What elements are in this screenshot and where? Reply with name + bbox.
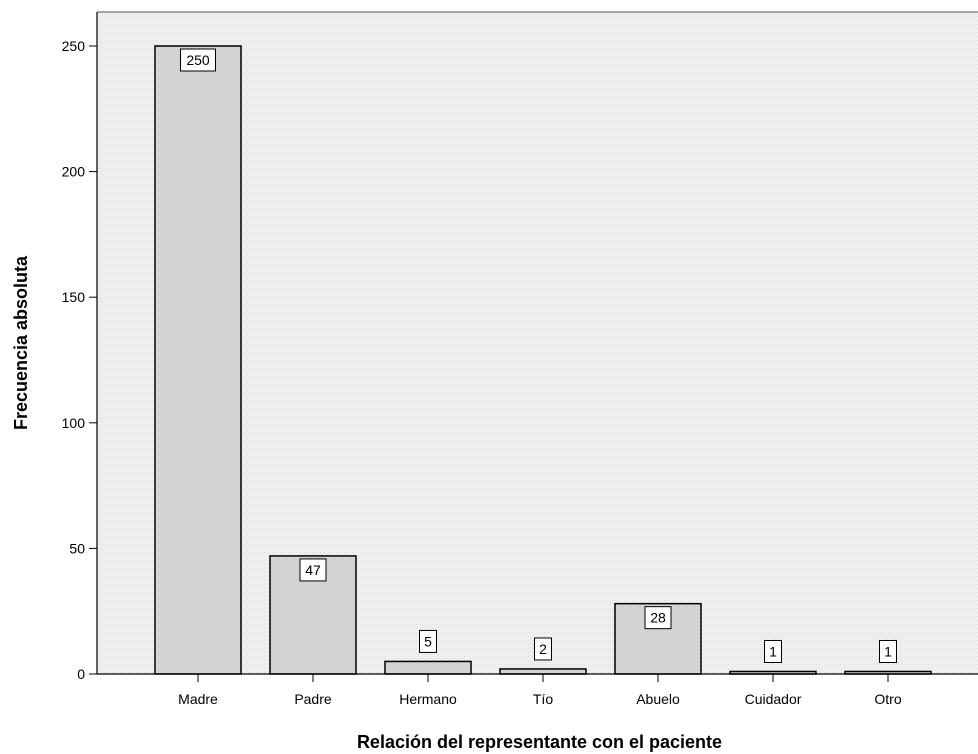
data-label-box [644,606,672,630]
data-label: 2 [539,641,547,657]
data-label-box [879,639,897,663]
x-axis-title: Relación del representante con el pacien… [357,732,722,752]
plot-area [97,12,978,674]
y-tick-label: 200 [62,164,86,180]
data-label: 28 [650,610,666,626]
y-tick-label: 100 [62,415,86,431]
data-labels: 250 47 5 2 28 1 1 [180,48,897,663]
x-tick-label: Padre [294,691,332,707]
data-label-box [299,558,327,582]
data-label: 5 [424,633,432,649]
data-label-box [419,629,437,653]
x-tick-label: Abuelo [636,691,680,707]
y-axis-title: Frecuencia absoluta [11,255,31,430]
y-tick-label: 50 [69,540,85,556]
data-label: 250 [186,52,210,68]
y-tick-label: 0 [77,666,85,682]
x-tick-label: Cuidador [745,691,802,707]
data-label: 1 [769,643,777,659]
x-tick-label: Otro [874,691,901,707]
data-label: 47 [305,562,321,578]
x-tick-label: Tío [533,691,553,707]
axes: 0 50 100 150 200 250 Madre Padre Hermano Tío Abuel… [62,11,978,707]
bar-tío [499,668,587,675]
bar-madre [154,45,242,675]
y-tick-label: 150 [62,289,86,305]
data-label-box [534,637,552,661]
y-tick-label: 250 [62,38,86,54]
data-label-box [764,639,782,663]
data-label-box [180,48,216,72]
x-tick-label: Hermano [399,691,457,707]
x-tick-label: Madre [178,691,218,707]
bar-hermano [384,660,472,675]
data-label: 1 [884,643,892,659]
